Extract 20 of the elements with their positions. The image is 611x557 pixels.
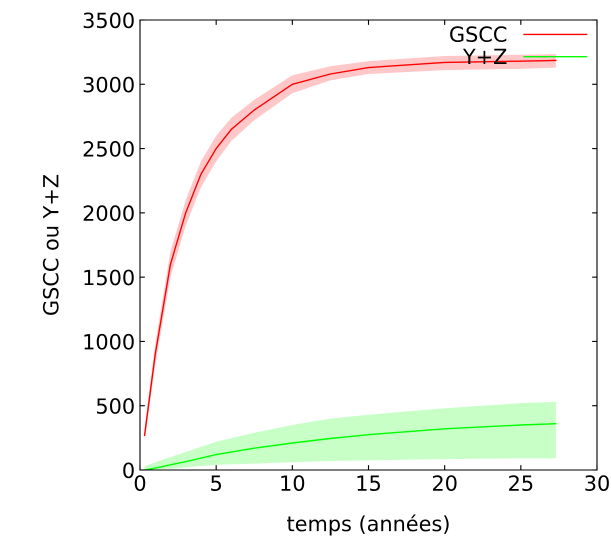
y-tick-label: 2500 bbox=[84, 141, 134, 157]
y-tick-label: 1000 bbox=[84, 334, 134, 350]
y-tick-label: 2000 bbox=[84, 205, 134, 222]
x-tick-label: 10 bbox=[281, 475, 304, 491]
y-tick-label: 500 bbox=[96, 398, 134, 414]
y-axis-title: GSCC ou Y+Z bbox=[42, 174, 59, 315]
y-tick-label: 0 bbox=[123, 462, 134, 478]
y-tick-label: 3000 bbox=[84, 76, 134, 92]
x-tick-label: 5 bbox=[211, 476, 221, 491]
series-label: GSCC bbox=[450, 26, 506, 42]
x-tick-label: 30 bbox=[585, 475, 609, 491]
x-axis-title: temps (années) bbox=[287, 514, 449, 536]
x-tick-label: 20 bbox=[432, 475, 457, 491]
y-tick-label: 3500 bbox=[84, 12, 134, 28]
legend-label: Y+Z bbox=[462, 48, 506, 64]
x-tick-label: 15 bbox=[358, 476, 380, 491]
y-tick-label: 1500 bbox=[84, 270, 134, 286]
line-series bbox=[144, 423, 557, 470]
x-tick-label: 0 bbox=[134, 475, 146, 491]
x-tick-label: 25 bbox=[509, 475, 532, 491]
